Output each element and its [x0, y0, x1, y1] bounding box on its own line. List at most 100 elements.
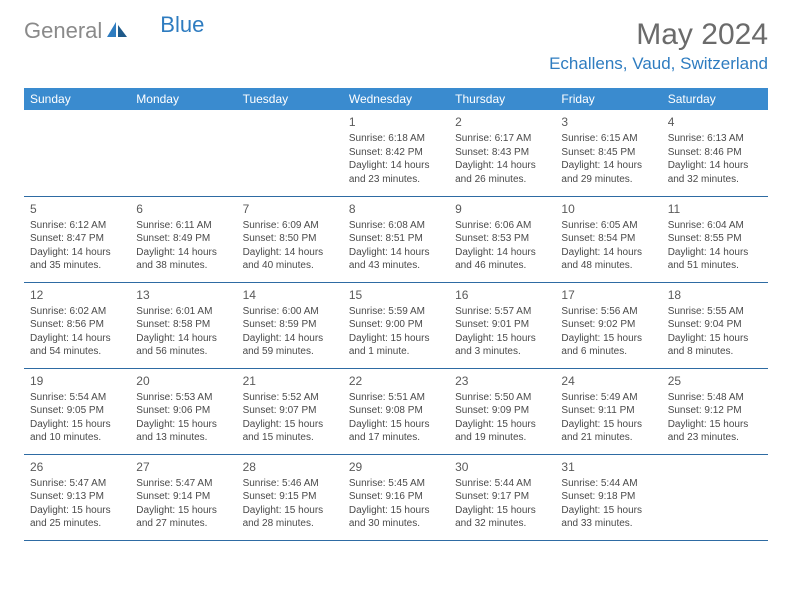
day-number: 23 [455, 373, 549, 389]
daylight-text: and 43 minutes. [349, 259, 443, 273]
daylight-text: and 25 minutes. [30, 517, 124, 531]
day-number: 19 [30, 373, 124, 389]
day-header: Saturday [662, 88, 768, 110]
daylight-text: Daylight: 15 hours [561, 504, 655, 518]
sunset-text: Sunset: 9:00 PM [349, 318, 443, 332]
daylight-text: and 32 minutes. [455, 517, 549, 531]
calendar-cell: 24Sunrise: 5:49 AMSunset: 9:11 PMDayligh… [555, 368, 661, 454]
sunrise-text: Sunrise: 5:51 AM [349, 391, 443, 405]
daylight-text: Daylight: 14 hours [349, 246, 443, 260]
daylight-text: Daylight: 15 hours [561, 332, 655, 346]
day-number: 2 [455, 114, 549, 130]
calendar-cell: 12Sunrise: 6:02 AMSunset: 8:56 PMDayligh… [24, 282, 130, 368]
sunset-text: Sunset: 9:01 PM [455, 318, 549, 332]
daylight-text: Daylight: 14 hours [243, 332, 337, 346]
day-number: 30 [455, 459, 549, 475]
day-number: 13 [136, 287, 230, 303]
day-header: Thursday [449, 88, 555, 110]
sunrise-text: Sunrise: 5:53 AM [136, 391, 230, 405]
day-number: 11 [668, 201, 762, 217]
title-block: May 2024 Echallens, Vaud, Switzerland [549, 18, 768, 74]
calendar-cell: 22Sunrise: 5:51 AMSunset: 9:08 PMDayligh… [343, 368, 449, 454]
header: General Blue May 2024 Echallens, Vaud, S… [24, 18, 768, 74]
daylight-text: Daylight: 14 hours [30, 246, 124, 260]
sunset-text: Sunset: 8:59 PM [243, 318, 337, 332]
sunrise-text: Sunrise: 6:11 AM [136, 219, 230, 233]
day-number: 28 [243, 459, 337, 475]
calendar-cell: 7Sunrise: 6:09 AMSunset: 8:50 PMDaylight… [237, 196, 343, 282]
daylight-text: Daylight: 15 hours [349, 332, 443, 346]
daylight-text: and 23 minutes. [349, 173, 443, 187]
sunrise-text: Sunrise: 6:08 AM [349, 219, 443, 233]
daylight-text: and 21 minutes. [561, 431, 655, 445]
daylight-text: Daylight: 14 hours [136, 332, 230, 346]
day-number: 25 [668, 373, 762, 389]
sunset-text: Sunset: 8:50 PM [243, 232, 337, 246]
calendar-cell [130, 110, 236, 196]
daylight-text: Daylight: 14 hours [349, 159, 443, 173]
calendar-cell: 29Sunrise: 5:45 AMSunset: 9:16 PMDayligh… [343, 454, 449, 540]
daylight-text: and 56 minutes. [136, 345, 230, 359]
sunrise-text: Sunrise: 6:17 AM [455, 132, 549, 146]
day-number: 16 [455, 287, 549, 303]
day-number: 22 [349, 373, 443, 389]
sunrise-text: Sunrise: 5:47 AM [136, 477, 230, 491]
sunset-text: Sunset: 8:56 PM [30, 318, 124, 332]
calendar-cell: 20Sunrise: 5:53 AMSunset: 9:06 PMDayligh… [130, 368, 236, 454]
sunrise-text: Sunrise: 5:46 AM [243, 477, 337, 491]
daylight-text: Daylight: 15 hours [668, 418, 762, 432]
daylight-text: and 27 minutes. [136, 517, 230, 531]
sunrise-text: Sunrise: 5:44 AM [455, 477, 549, 491]
sunrise-text: Sunrise: 6:09 AM [243, 219, 337, 233]
daylight-text: Daylight: 15 hours [243, 504, 337, 518]
daylight-text: Daylight: 14 hours [561, 159, 655, 173]
sunrise-text: Sunrise: 6:05 AM [561, 219, 655, 233]
daylight-text: and 19 minutes. [455, 431, 549, 445]
logo-text-blue: Blue [160, 12, 204, 38]
sunset-text: Sunset: 9:16 PM [349, 490, 443, 504]
daylight-text: and 6 minutes. [561, 345, 655, 359]
daylight-text: and 26 minutes. [455, 173, 549, 187]
calendar-row: 26Sunrise: 5:47 AMSunset: 9:13 PMDayligh… [24, 454, 768, 540]
day-number: 21 [243, 373, 337, 389]
sunrise-text: Sunrise: 6:02 AM [30, 305, 124, 319]
sunset-text: Sunset: 8:49 PM [136, 232, 230, 246]
day-number: 6 [136, 201, 230, 217]
daylight-text: and 23 minutes. [668, 431, 762, 445]
day-number: 20 [136, 373, 230, 389]
daylight-text: and 48 minutes. [561, 259, 655, 273]
calendar-cell: 4Sunrise: 6:13 AMSunset: 8:46 PMDaylight… [662, 110, 768, 196]
sunset-text: Sunset: 9:15 PM [243, 490, 337, 504]
calendar-cell: 31Sunrise: 5:44 AMSunset: 9:18 PMDayligh… [555, 454, 661, 540]
daylight-text: and 38 minutes. [136, 259, 230, 273]
sunrise-text: Sunrise: 6:04 AM [668, 219, 762, 233]
calendar-cell: 3Sunrise: 6:15 AMSunset: 8:45 PMDaylight… [555, 110, 661, 196]
sunrise-text: Sunrise: 5:56 AM [561, 305, 655, 319]
calendar-row: 1Sunrise: 6:18 AMSunset: 8:42 PMDaylight… [24, 110, 768, 196]
day-number: 8 [349, 201, 443, 217]
day-header: Tuesday [237, 88, 343, 110]
calendar-table: Sunday Monday Tuesday Wednesday Thursday… [24, 88, 768, 541]
daylight-text: and 46 minutes. [455, 259, 549, 273]
day-header: Sunday [24, 88, 130, 110]
daylight-text: Daylight: 14 hours [455, 159, 549, 173]
day-header: Friday [555, 88, 661, 110]
sunset-text: Sunset: 9:14 PM [136, 490, 230, 504]
calendar-cell: 18Sunrise: 5:55 AMSunset: 9:04 PMDayligh… [662, 282, 768, 368]
daylight-text: and 10 minutes. [30, 431, 124, 445]
calendar-cell: 17Sunrise: 5:56 AMSunset: 9:02 PMDayligh… [555, 282, 661, 368]
sunrise-text: Sunrise: 5:48 AM [668, 391, 762, 405]
day-number: 26 [30, 459, 124, 475]
sunrise-text: Sunrise: 6:12 AM [30, 219, 124, 233]
logo-text-general: General [24, 18, 102, 44]
calendar-cell: 10Sunrise: 6:05 AMSunset: 8:54 PMDayligh… [555, 196, 661, 282]
calendar-cell: 8Sunrise: 6:08 AMSunset: 8:51 PMDaylight… [343, 196, 449, 282]
calendar-cell: 15Sunrise: 5:59 AMSunset: 9:00 PMDayligh… [343, 282, 449, 368]
daylight-text: Daylight: 15 hours [30, 504, 124, 518]
sunset-text: Sunset: 9:18 PM [561, 490, 655, 504]
day-number: 5 [30, 201, 124, 217]
daylight-text: and 17 minutes. [349, 431, 443, 445]
calendar-row: 5Sunrise: 6:12 AMSunset: 8:47 PMDaylight… [24, 196, 768, 282]
daylight-text: Daylight: 14 hours [561, 246, 655, 260]
day-number: 31 [561, 459, 655, 475]
